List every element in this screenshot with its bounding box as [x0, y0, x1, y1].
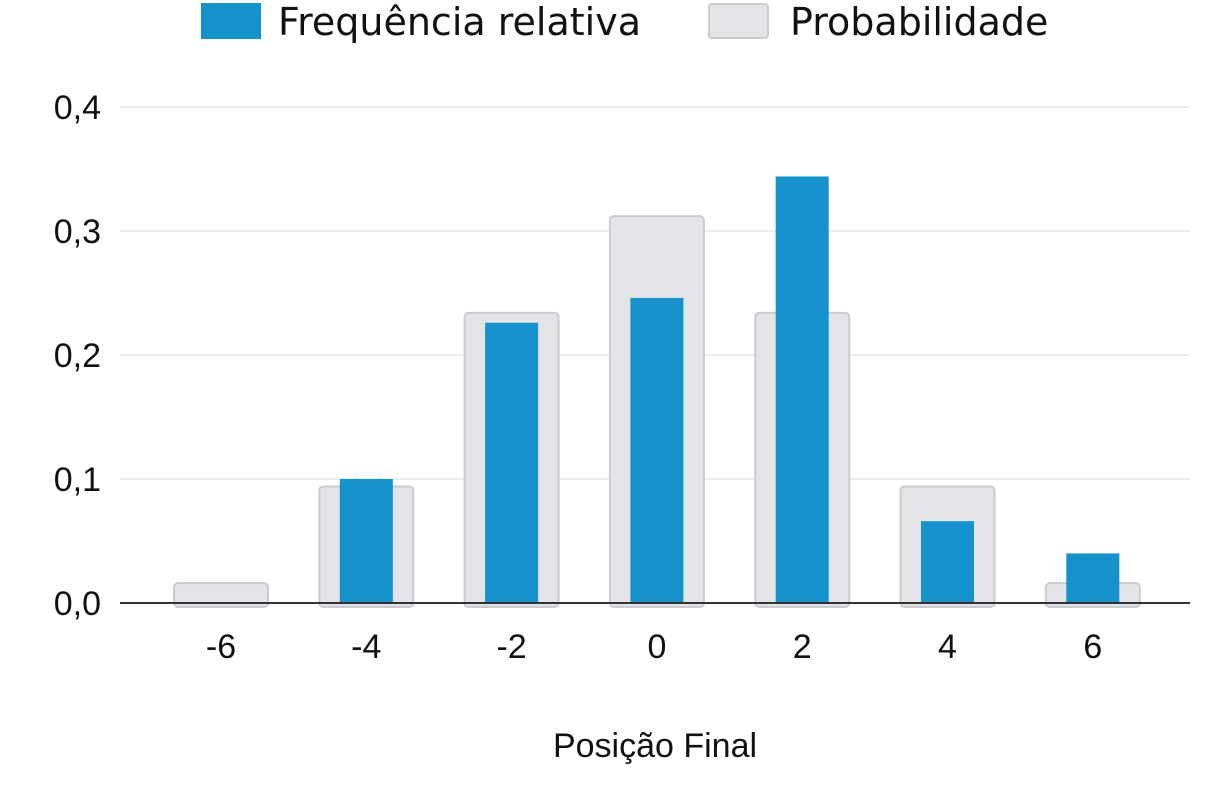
y-tick-label: 0,1 — [54, 461, 101, 499]
frequency-bars — [339, 176, 1120, 603]
x-tick-label: 6 — [1083, 628, 1102, 666]
probability-bar — [173, 582, 269, 608]
y-tick-label: 0,4 — [54, 89, 101, 127]
legend-swatch-frequencia — [201, 3, 261, 39]
x-tick-label: -4 — [351, 628, 381, 666]
x-axis-title: Posição Final — [553, 727, 757, 765]
legend: Frequência relativa Probabilidade — [201, 0, 1048, 44]
y-tick-label: 0,3 — [54, 213, 101, 251]
frequency-bar — [921, 521, 974, 603]
x-tick-label: 0 — [647, 628, 666, 666]
x-tick-label: -2 — [496, 628, 526, 666]
frequency-bar — [339, 479, 393, 603]
x-tick-label: -6 — [206, 628, 236, 666]
legend-label-frequencia: Frequência relativa — [278, 0, 641, 44]
frequency-bar — [775, 176, 829, 603]
y-tick-label: 0,0 — [54, 585, 101, 623]
frequency-bar — [1066, 553, 1120, 603]
y-tick-labels: 0,0 0,1 0,2 0,3 0,4 — [54, 89, 101, 623]
legend-swatch-probabilidade — [708, 3, 769, 39]
legend-label-probabilidade: Probabilidade — [790, 0, 1048, 44]
frequency-bar — [630, 297, 684, 603]
y-tick-label: 0,2 — [54, 337, 101, 375]
x-tick-label: 4 — [938, 628, 957, 666]
x-tick-label: 2 — [793, 628, 812, 666]
frequency-bar — [485, 322, 539, 603]
x-tick-labels: -6 -4 -2 0 2 4 6 — [206, 628, 1102, 666]
